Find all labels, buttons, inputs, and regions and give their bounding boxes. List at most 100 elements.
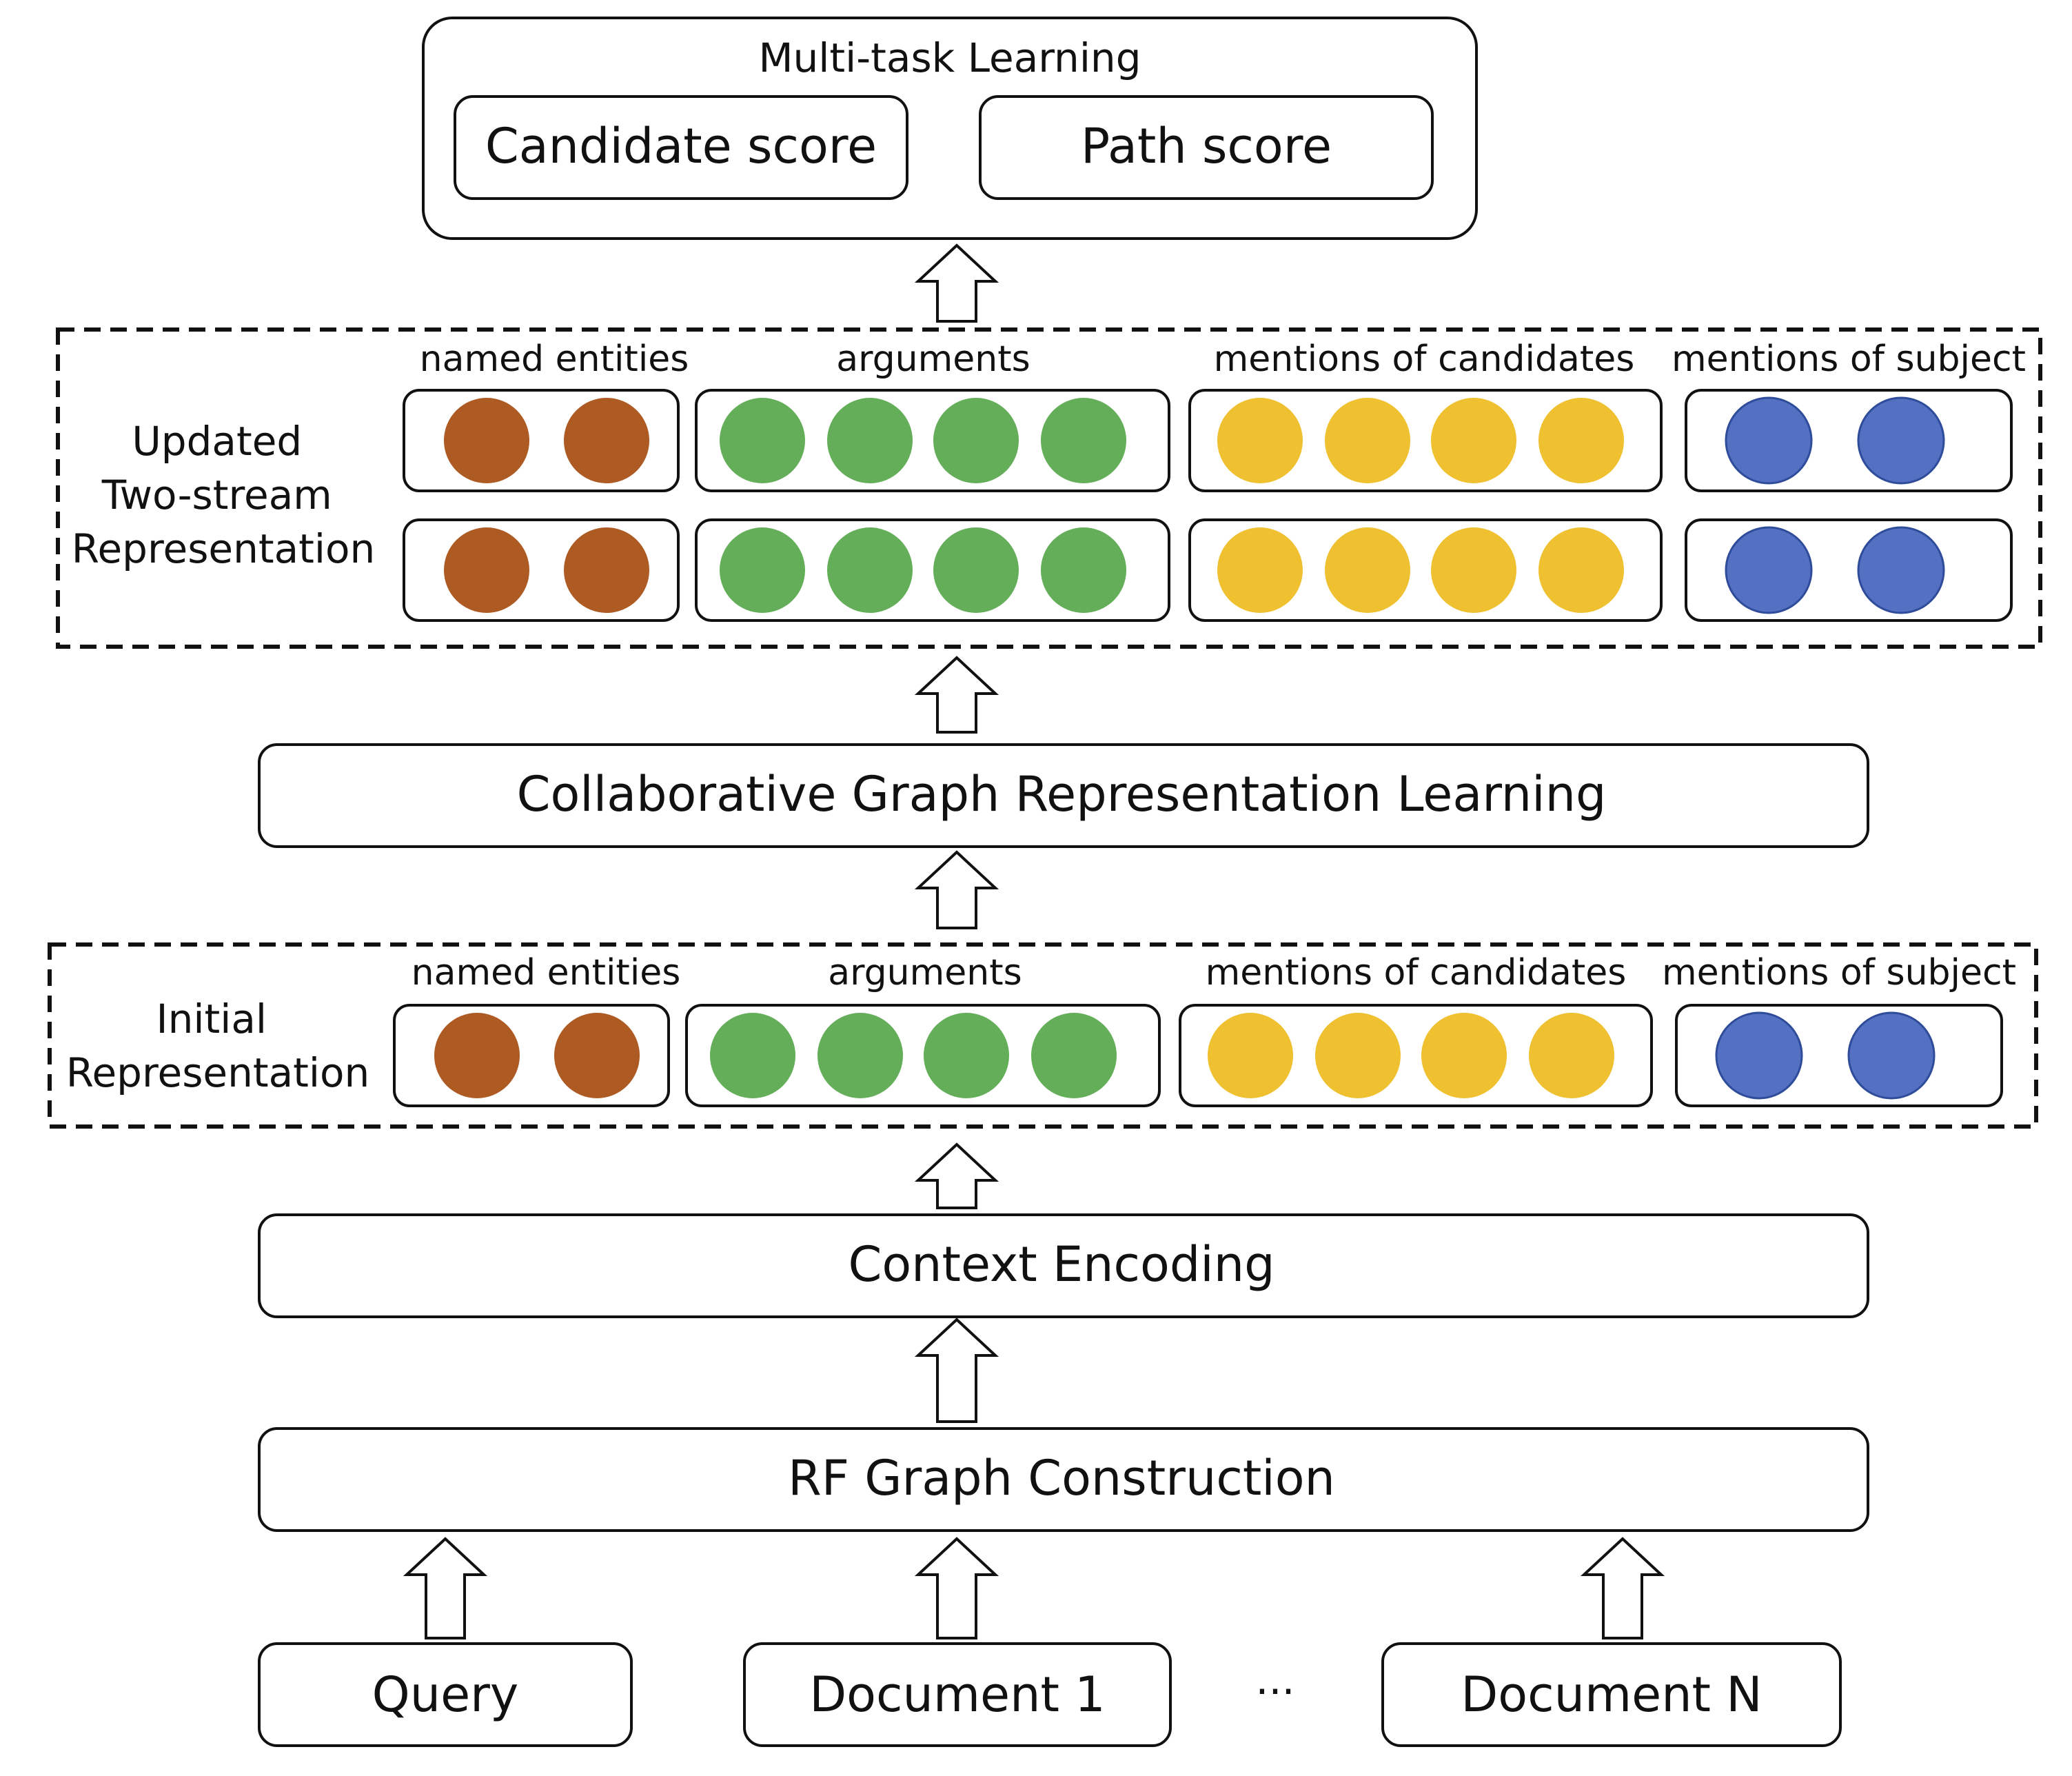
updated-row-2-mentions-candidates-box	[1188, 518, 1663, 622]
initial-row-mentions-candidates-node-2	[1315, 1013, 1401, 1098]
multitask-title: Multi-task Learning	[758, 34, 1141, 81]
updated-row-1-arguments-group	[695, 389, 1170, 492]
arrow-to-initial-icon	[914, 1142, 999, 1209]
updated-row-2-mentions-subject-group	[1685, 518, 2013, 622]
initial-row-mentions-candidates-group	[1179, 1004, 1653, 1107]
multitask-learning-block: Multi-task Learning Candidate score Path…	[422, 17, 1478, 240]
initial-row-arguments-node-1	[710, 1013, 795, 1098]
updated-row-2-named-entities-node-2	[564, 527, 649, 613]
initial-mentions-subject-title: mentions of subject	[1662, 952, 2016, 993]
updated-row-1-mentions-candidates-box	[1188, 389, 1663, 492]
initial-label: Initial Representation	[66, 996, 370, 1096]
updated-node-rows	[403, 389, 2013, 622]
updated-row-1-named-entities-node-1	[444, 398, 529, 483]
rf-graph-label: RF Graph Construction	[788, 1450, 1335, 1506]
initial-row-arguments-node-3	[924, 1013, 1009, 1098]
updated-row-2-mentions-candidates-node-2	[1325, 527, 1410, 613]
initial-label-line-2: Representation	[66, 1049, 370, 1096]
arrow-from-document-1-icon	[914, 1537, 999, 1639]
arrow-from-query-icon	[403, 1537, 488, 1639]
updated-row-1-named-entities-node-2	[564, 398, 649, 483]
updated-row-2-arguments-node-2	[827, 527, 913, 613]
updated-row-1-named-entities-group	[403, 389, 680, 492]
path-score-label: Path score	[1081, 118, 1332, 174]
updated-named-entities-title: named entities	[420, 339, 689, 380]
initial-row-mentions-subject-group	[1675, 1004, 2003, 1107]
candidate-score-label: Candidate score	[485, 118, 877, 174]
arrow-to-collaborative-icon	[914, 850, 999, 929]
collaborative-label: Collaborative Graph Representation Learn…	[517, 766, 1607, 823]
document-1-box	[743, 1642, 1172, 1747]
updated-row-1-mentions-candidates-node-2	[1325, 398, 1410, 483]
updated-row-1-arguments-node-1	[720, 398, 805, 483]
ellipsis: ···	[1255, 1668, 1294, 1716]
updated-row-2-mentions-candidates-node-4	[1538, 527, 1624, 613]
updated-row-2-arguments-node-3	[933, 527, 1019, 613]
initial-row-mentions-candidates-node-3	[1421, 1013, 1507, 1098]
updated-row-1-mentions-candidates-node-4	[1538, 398, 1624, 483]
initial-row-named-entities-node-2	[554, 1013, 640, 1098]
initial-row-mentions-candidates-box	[1179, 1004, 1653, 1107]
updated-row-1-mentions-subject-node-2	[1857, 396, 1945, 485]
initial-row-arguments-group	[685, 1004, 1161, 1107]
initial-row-mentions-candidates-node-4	[1529, 1013, 1614, 1098]
updated-label: Updated Two-stream Representation	[72, 418, 376, 572]
initial-representation-block: Initial Representation named entities ar…	[48, 942, 2038, 1129]
updated-row-2-named-entities-node-1	[444, 527, 529, 613]
initial-arguments-title: arguments	[828, 952, 1022, 993]
inputs-row: Query Document 1 ··· Document N	[258, 1642, 1842, 1747]
updated-label-line-3: Representation	[72, 525, 376, 572]
updated-mentions-subject-title: mentions of subject	[1672, 339, 2026, 380]
initial-row-mentions-candidates-node-1	[1208, 1013, 1293, 1098]
collaborative-learning-block: Collaborative Graph Representation Learn…	[258, 743, 1869, 848]
initial-named-entities-title: named entities	[412, 952, 681, 993]
updated-row-1-arguments-node-2	[827, 398, 913, 483]
context-encoding-block: Context Encoding	[258, 1213, 1869, 1318]
initial-node-row	[393, 1004, 2003, 1107]
updated-row-1-mentions-subject-node-1	[1725, 396, 1813, 485]
initial-row-mentions-subject-node-1	[1715, 1011, 1803, 1100]
updated-row-2-mentions-candidates-node-3	[1431, 527, 1516, 613]
updated-row-1-mentions-candidates-group	[1188, 389, 1663, 492]
query-label: Query	[372, 1666, 519, 1723]
updated-row-1-mentions-candidates-node-1	[1217, 398, 1303, 483]
updated-row-1-mentions-subject-group	[1685, 389, 2013, 492]
rf-graph-block: RF Graph Construction	[258, 1427, 1869, 1532]
document-n-label: Document N	[1461, 1666, 1762, 1723]
updated-row-2-named-entities-group	[403, 518, 680, 622]
arrow-to-multitask-icon	[914, 243, 999, 323]
arrow-to-updated-icon	[914, 656, 999, 734]
updated-representation-block: Updated Two-stream Representation named …	[56, 327, 2042, 649]
arrow-from-document-n-icon	[1580, 1537, 1665, 1639]
arrow-to-context-icon	[914, 1318, 999, 1423]
updated-arguments-title: arguments	[836, 339, 1030, 380]
flow-arrows	[403, 243, 1665, 1639]
updated-row-2-mentions-subject-node-1	[1725, 526, 1813, 614]
updated-row-1-arguments-node-3	[933, 398, 1019, 483]
initial-label-line-1: Initial	[156, 996, 267, 1042]
initial-mentions-candidates-title: mentions of candidates	[1206, 952, 1627, 993]
updated-row-2-mentions-candidates-group	[1188, 518, 1663, 622]
initial-row-named-entities-node-1	[434, 1013, 520, 1098]
document-n-box	[1381, 1642, 1842, 1747]
initial-row-mentions-subject-node-2	[1847, 1011, 1936, 1100]
query-box	[258, 1642, 633, 1747]
updated-label-line-2: Two-stream	[101, 472, 332, 518]
initial-row-named-entities-group	[393, 1004, 670, 1107]
updated-row-2-arguments-group	[695, 518, 1170, 622]
updated-row-1-arguments-node-4	[1041, 398, 1126, 483]
document-1-label: Document 1	[809, 1666, 1105, 1723]
updated-row-2-mentions-subject-node-2	[1857, 526, 1945, 614]
candidate-score-box	[454, 95, 908, 200]
initial-row-arguments-node-2	[817, 1013, 903, 1098]
context-encoding-label: Context Encoding	[848, 1236, 1274, 1293]
updated-row-2-arguments-node-4	[1041, 527, 1126, 613]
updated-row-2-mentions-candidates-node-1	[1217, 527, 1303, 613]
updated-mentions-candidates-title: mentions of candidates	[1214, 339, 1635, 380]
path-score-box	[979, 95, 1434, 200]
updated-row-1-mentions-candidates-node-3	[1431, 398, 1516, 483]
initial-row-arguments-node-4	[1031, 1013, 1117, 1098]
updated-row-2-arguments-node-1	[720, 527, 805, 613]
updated-label-line-1: Updated	[132, 418, 302, 465]
